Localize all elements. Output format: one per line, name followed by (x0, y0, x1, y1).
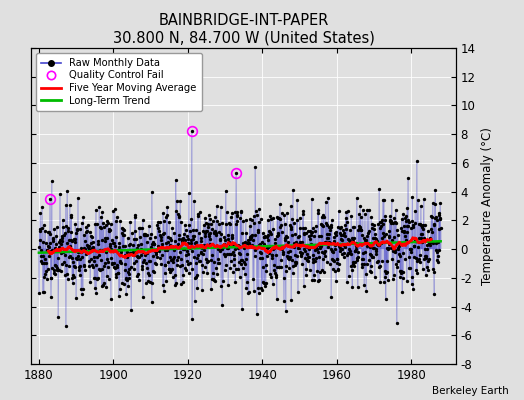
Y-axis label: Temperature Anomaly (°C): Temperature Anomaly (°C) (482, 127, 494, 285)
Title: BAINBRIDGE-INT-PAPER
30.800 N, 84.700 W (United States): BAINBRIDGE-INT-PAPER 30.800 N, 84.700 W … (113, 13, 375, 46)
Legend: Raw Monthly Data, Quality Control Fail, Five Year Moving Average, Long-Term Tren: Raw Monthly Data, Quality Control Fail, … (37, 53, 202, 110)
Text: Berkeley Earth: Berkeley Earth (432, 386, 508, 396)
